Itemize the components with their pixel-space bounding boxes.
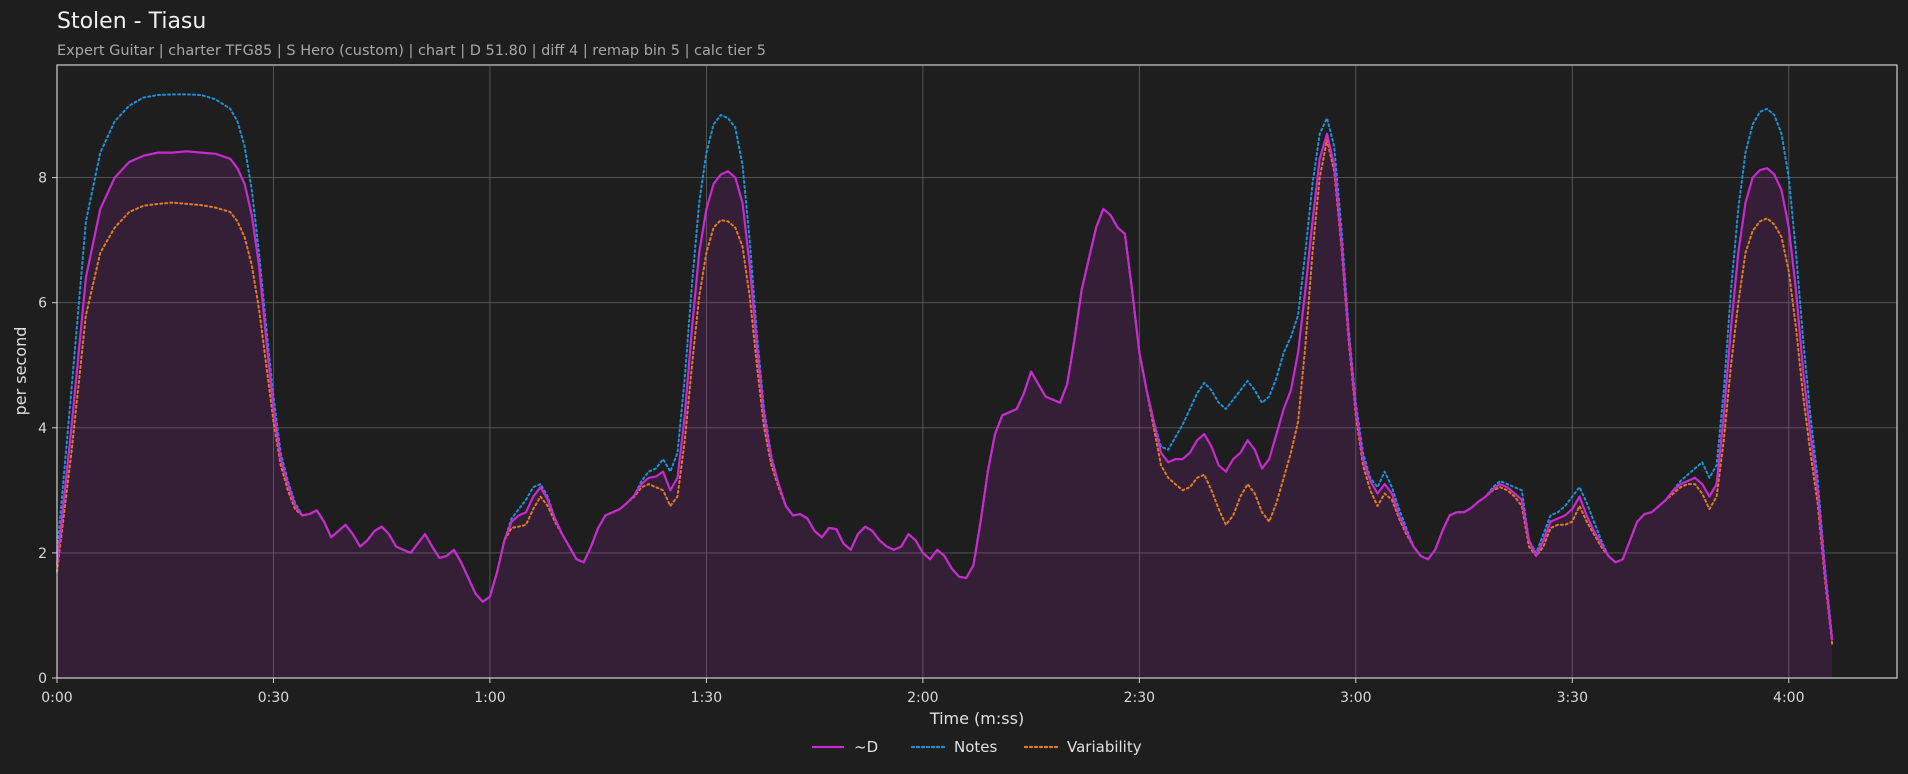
legend-item-notes: Notes <box>910 738 998 756</box>
y-tick-label: 0 <box>38 671 47 687</box>
y-tick-label: 8 <box>38 171 47 187</box>
x-axis-ticks: 0:00 0:30 1:00 1:30 2:00 2:30 3:00 3:30 4:00 <box>41 678 1804 706</box>
d-series-line <box>55 132 1834 641</box>
y-axis-label: per second <box>11 327 30 416</box>
chart-title: Stolen - Tiasu <box>57 9 206 34</box>
x-tick-label: 2:30 <box>1124 690 1155 706</box>
y-tick-label: 4 <box>38 421 47 437</box>
legend-item-d: ~D <box>812 738 878 756</box>
legend-label: Notes <box>954 738 998 756</box>
legend-label: ~D <box>854 738 878 756</box>
x-tick-label: 2:00 <box>907 690 938 706</box>
legend: ~D Notes Variability <box>812 738 1142 756</box>
x-tick-label: 4:00 <box>1773 690 1804 706</box>
x-tick-label: 1:30 <box>691 690 722 706</box>
legend-label: Variability <box>1067 738 1142 756</box>
x-axis-label: Time (m:ss) <box>929 709 1024 728</box>
plot-background <box>57 65 1897 678</box>
x-tick-label: 0:30 <box>258 690 289 706</box>
plot-frame <box>56 64 1898 679</box>
d-series-fill <box>57 133 1833 679</box>
series-group <box>55 93 1834 679</box>
x-tick-label: 3:30 <box>1557 690 1588 706</box>
x-tick-label: 3:00 <box>1340 690 1371 706</box>
x-tick-label: 1:00 <box>474 690 505 706</box>
y-axis-ticks: 0 2 4 6 8 <box>38 171 57 687</box>
y-tick-label: 6 <box>38 296 47 312</box>
grid <box>56 65 1897 678</box>
chart-subtitle: Expert Guitar | charter TFG85 | S Hero (… <box>57 43 766 59</box>
x-tick-label: 0:00 <box>41 690 72 706</box>
plot-area <box>55 64 1898 679</box>
legend-item-variability: Variability <box>1023 738 1142 756</box>
y-tick-label: 2 <box>38 546 47 562</box>
